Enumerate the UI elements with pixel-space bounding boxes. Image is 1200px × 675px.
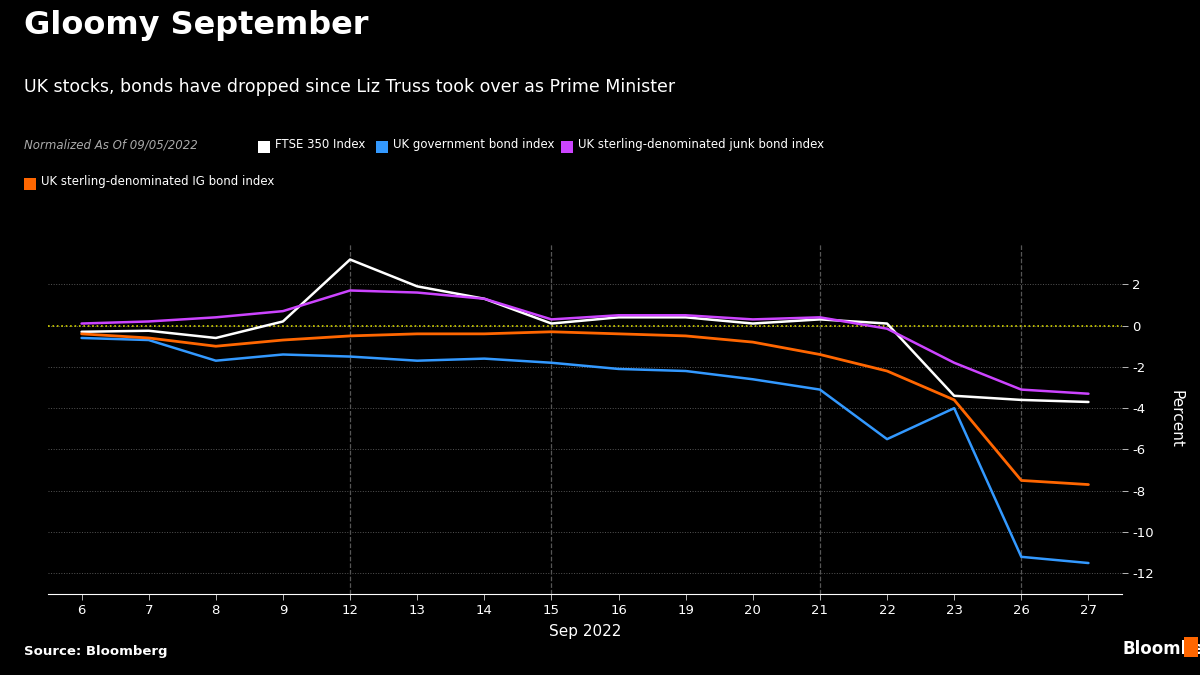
Text: UK stocks, bonds have dropped since Liz Truss took over as Prime Minister: UK stocks, bonds have dropped since Liz … [24, 78, 676, 96]
Text: Source: Bloomberg: Source: Bloomberg [24, 645, 168, 658]
Text: Normalized As Of 09/05/2022: Normalized As Of 09/05/2022 [24, 138, 198, 151]
Text: UK government bond index: UK government bond index [392, 138, 554, 151]
Text: Bloomberg: Bloomberg [1122, 640, 1200, 658]
Text: UK sterling-denominated IG bond index: UK sterling-denominated IG bond index [41, 176, 274, 188]
Text: FTSE 350 Index: FTSE 350 Index [275, 138, 365, 151]
X-axis label: Sep 2022: Sep 2022 [548, 624, 622, 639]
Text: UK sterling-denominated junk bond index: UK sterling-denominated junk bond index [578, 138, 824, 151]
Y-axis label: Percent: Percent [1168, 389, 1183, 448]
Text: Gloomy September: Gloomy September [24, 10, 368, 41]
